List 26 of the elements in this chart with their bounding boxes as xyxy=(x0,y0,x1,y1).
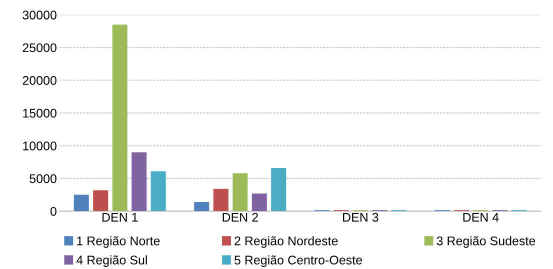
legend-label: 2 Região Nordeste xyxy=(234,236,338,248)
bar xyxy=(93,190,108,212)
bar xyxy=(112,24,128,212)
x-tick-label: DEN 1 xyxy=(102,213,138,222)
bar xyxy=(271,168,286,212)
bar xyxy=(213,188,228,212)
y-tick-label: 15000 xyxy=(23,108,56,118)
y-tick-label: 30000 xyxy=(22,10,56,20)
bar xyxy=(132,152,147,212)
bar xyxy=(150,171,166,212)
x-tick-label: DEN 2 xyxy=(222,212,258,222)
y-tick-label: 25000 xyxy=(22,43,56,52)
bar xyxy=(74,194,89,212)
x-tick-label: DEN 3 xyxy=(343,212,378,222)
legend-label: 4 Região Sul xyxy=(76,255,147,267)
legend-label: 1 Região Norte xyxy=(77,236,160,248)
y-tick-label: 20000 xyxy=(22,76,56,85)
y-tick-label: 0 xyxy=(50,206,56,216)
x-tick-label: DEN 4 xyxy=(463,213,499,222)
bar xyxy=(194,202,210,212)
bar xyxy=(252,193,267,212)
bar xyxy=(232,173,248,212)
legend-label: 3 Região Sudeste xyxy=(436,236,536,248)
y-tick-label: 10000 xyxy=(23,142,56,150)
legend-label: 5 Região Centro-Oeste xyxy=(234,255,362,267)
y-tick-label: 5000 xyxy=(30,174,56,184)
